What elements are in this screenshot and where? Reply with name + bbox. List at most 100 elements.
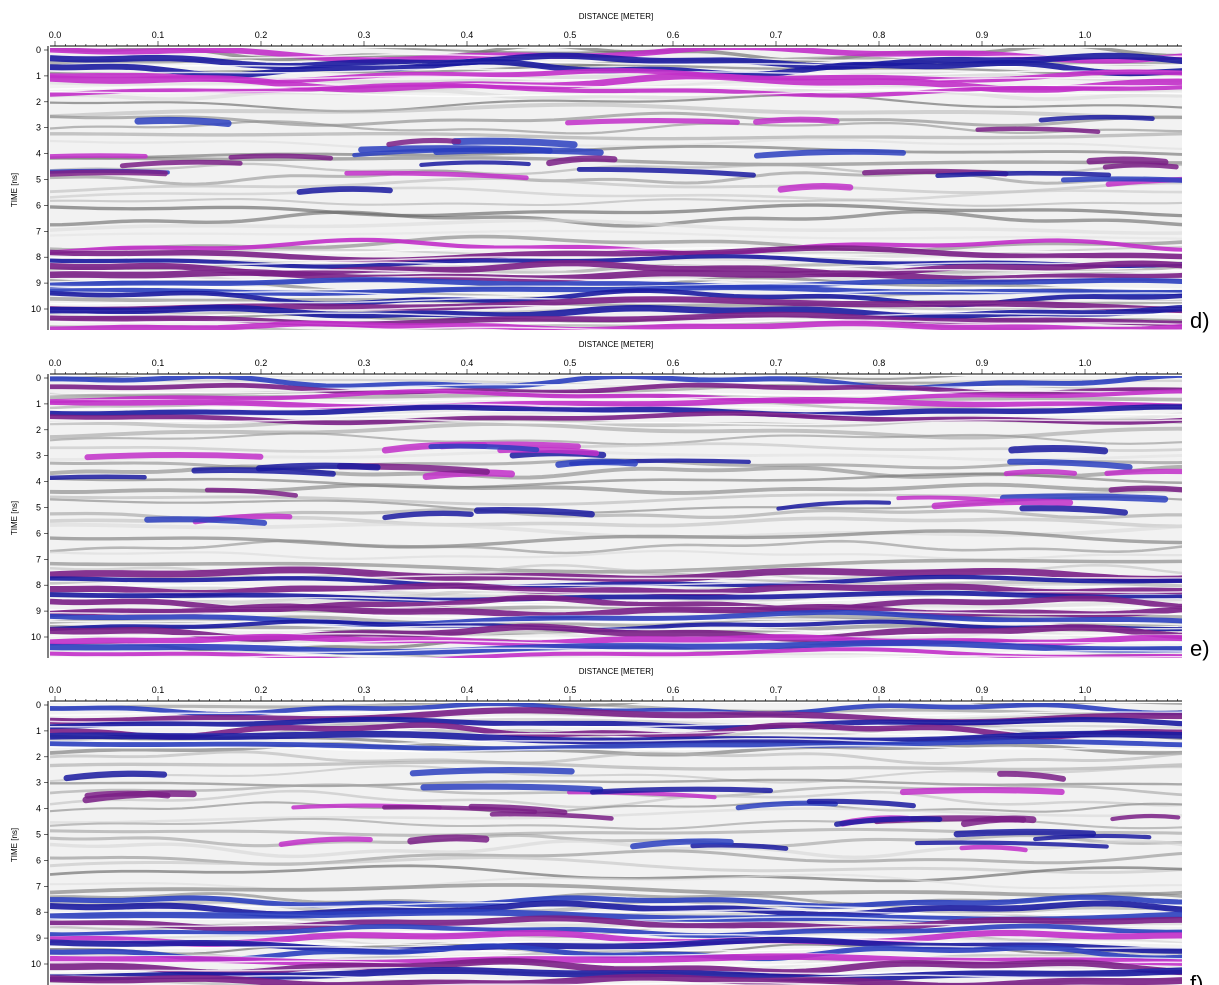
reflection-band [50,915,1182,933]
radargram-panel: DISTANCE [METER] TIME [ns] 0.0 0.1 0.2 0.3 0.4… [10,340,1210,661]
reflection-blob [473,507,595,518]
reflection-blob [1060,176,1182,183]
reflection-stripe [50,873,1182,892]
reflection-stripe [50,169,1182,186]
reflection-blob [806,798,916,809]
reflection-stripe [50,703,1182,715]
x-tick-label: 0.1 [152,30,165,40]
reflection-blob [1108,485,1182,493]
y-tick-label: 6 [36,528,41,538]
reflection-band [50,894,1182,909]
reflection-gap [50,61,1182,69]
reflection-blob [278,836,373,847]
reflection-gap [50,389,1182,397]
y-tick-label: 4 [36,477,41,487]
x-tick-label: 0.8 [873,358,886,368]
reflection-stripe [50,63,1182,76]
y-tick-label: 2 [36,752,41,762]
reflection-band [50,389,1182,404]
y-tick-label: 5 [36,175,41,185]
reflection-blob [565,117,740,126]
reflection-blob [975,126,1101,134]
reflection-blob [451,137,578,149]
y-tick-label: 10 [31,632,41,642]
reflection-gap [50,952,1182,960]
reflection-stripe [50,111,1182,127]
reflection-band [50,582,1182,597]
reflection-blob [407,834,490,845]
x-tick-label: 0.2 [255,685,268,695]
y-tick-label: 9 [36,278,41,288]
reflection-band [50,311,1182,327]
x-tick-label: 0.3 [358,685,371,695]
x-tick-label: 0.7 [770,358,783,368]
x-axis-title: DISTANCE [METER] [579,340,654,349]
x-tick-label: 0.8 [873,685,886,695]
reflection-band [50,923,1182,938]
reflection-blob [590,786,774,795]
x-tick-label: 0.1 [152,358,165,368]
panel-label: d) [1190,308,1210,333]
reflection-gap [50,283,1182,291]
y-tick-label: 4 [36,804,41,814]
reflection-stripe [50,93,1182,113]
reflection-gap [50,410,1182,419]
x-tick-label: 0.2 [255,30,268,40]
reflection-band [50,82,1182,98]
reflection-band [50,609,1182,627]
reflection-band [50,633,1182,647]
reflection-blob [690,842,789,851]
reflection-band [50,320,1182,330]
y-tick-label: 8 [36,580,41,590]
reflection-band [50,245,1182,264]
x-tick-label: 0.2 [255,358,268,368]
reflection-stripe [50,432,1182,446]
y-tick-label: 8 [36,252,41,262]
reflection-stripe [50,529,1182,549]
reflection-blob [204,487,298,498]
reflection-band [50,716,1182,730]
y-tick-label: 0 [36,373,41,383]
x-tick-label: 0.9 [976,30,989,40]
reflection-blob [428,443,540,453]
reflection-blob [960,815,1037,828]
y-tick-label: 2 [36,97,41,107]
y-tick-label: 7 [36,881,41,891]
radargram-panel: DISTANCE [METER] TIME [ns] 0.0 0.1 0.2 0.3 0.4… [10,667,1203,985]
reflection-stripe [50,203,1182,218]
reflection-stripe [50,120,1182,135]
x-tick-label: 0.8 [873,30,886,40]
reflection-blob [914,840,1109,849]
reflection-blob [834,816,943,827]
radargram-image [50,703,1182,985]
reflection-stripe [50,442,1182,453]
reflection-band [50,603,1182,619]
x-tick-label: 0.7 [770,685,783,695]
reflection-blob [386,137,462,147]
y-tick-label: 6 [36,855,41,865]
reflection-stripe [50,539,1182,555]
reflection-blob [119,159,243,169]
reflection-blob [296,186,393,195]
reflection-stripe [50,229,1182,240]
reflection-blob [777,182,854,193]
reflection-stripe [50,807,1182,824]
reflection-gap [50,254,1182,262]
reflection-blob [999,493,1169,503]
reflection-blob [1003,468,1078,477]
reflection-band [50,397,1182,411]
reflection-blob [899,786,1065,796]
reflection-band [50,404,1182,418]
x-tick-label: 1.0 [1079,30,1092,40]
reflection-blob [753,116,840,125]
radargram-image [50,48,1182,330]
x-tick-label: 0.7 [770,30,783,40]
reflection-band [50,639,1182,656]
x-tick-label: 0.0 [49,685,62,695]
reflection-stripe [50,472,1182,489]
reflection-gap [50,275,1182,284]
reflection-blob [1104,468,1182,476]
reflection-blob [555,458,638,468]
x-tick-label: 0.4 [461,30,474,40]
